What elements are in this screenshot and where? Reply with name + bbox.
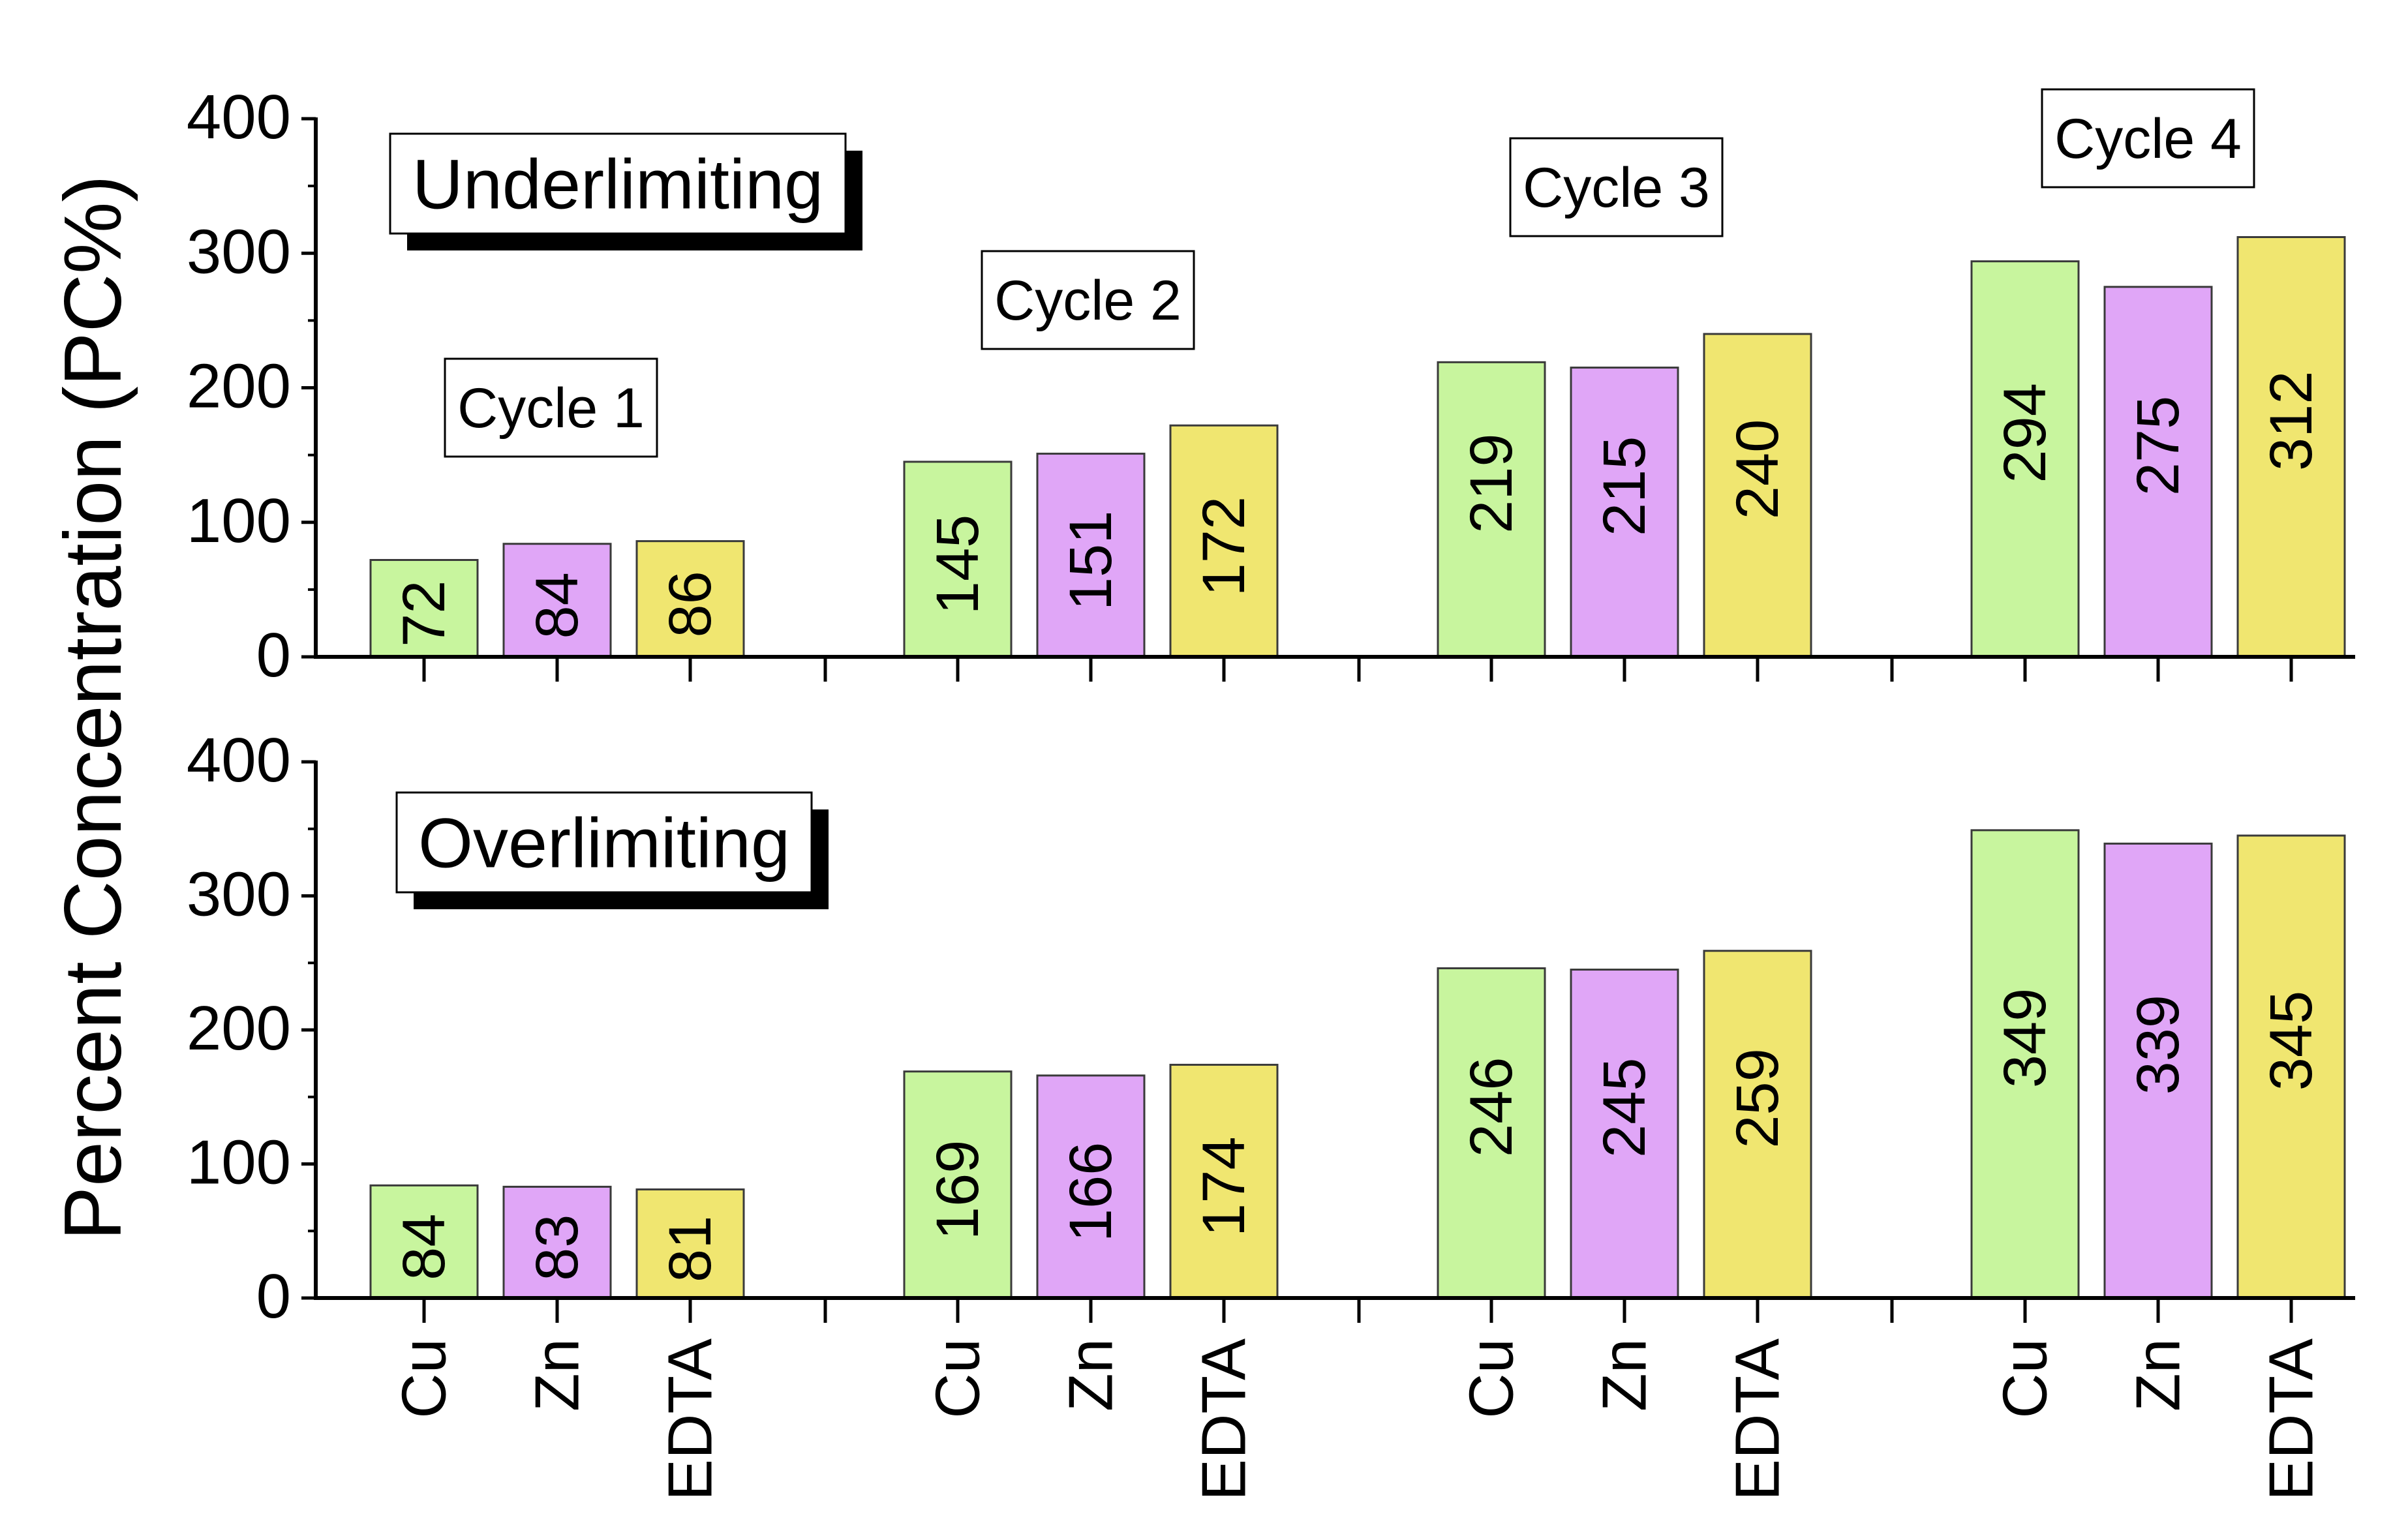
- bar-value-label: 240: [1724, 419, 1791, 520]
- bar-cu: [1437, 967, 1546, 1299]
- bar-zn: [1570, 367, 1679, 658]
- x-category-label: Zn: [1056, 1338, 1126, 1412]
- cycle-label-box: [981, 250, 1195, 350]
- bar-zn: [2103, 286, 2213, 658]
- cycle-label-box: [444, 357, 658, 458]
- y-tick-label: 200: [187, 993, 291, 1063]
- x-category-label: Cu: [1457, 1338, 1527, 1419]
- bar-value-label: 219: [1458, 433, 1525, 534]
- y-tick-label: 400: [187, 82, 291, 152]
- bar-edta: [1703, 950, 1812, 1299]
- x-category-label: Zn: [1590, 1338, 1660, 1412]
- x-category-label: Cu: [923, 1338, 993, 1419]
- bar-value-label: 349: [1992, 988, 2058, 1089]
- y-tick-label: 100: [187, 1128, 291, 1198]
- x-category-label: EDTA: [1723, 1338, 1793, 1501]
- bar-edta: [2236, 834, 2346, 1299]
- x-category-label: Zn: [2124, 1338, 2193, 1412]
- bar-value-label: 72: [391, 581, 457, 647]
- y-tick-label: 400: [187, 725, 291, 795]
- cycle-label: Cycle 2: [994, 269, 1181, 332]
- bar-value-label: 174: [1191, 1136, 1257, 1237]
- bar-value-label: 84: [391, 1214, 457, 1280]
- y-tick-label: 0: [256, 620, 291, 690]
- bar-value-label: 312: [2258, 371, 2324, 472]
- bar-edta: [2236, 236, 2346, 658]
- bar-value-label: 215: [1591, 436, 1658, 537]
- bar-value-label: 166: [1058, 1142, 1124, 1243]
- bar-zn: [1570, 969, 1679, 1299]
- bar-edta: [1169, 1063, 1279, 1299]
- bar-value-label: 86: [657, 571, 724, 637]
- bar-value-label: 81: [657, 1216, 724, 1282]
- bar-value-label: 172: [1191, 496, 1257, 597]
- bar-cu: [1970, 829, 2080, 1299]
- y-tick-label: 0: [256, 1261, 291, 1331]
- bar-value-label: 339: [2125, 995, 2191, 1095]
- bar-cu: [369, 559, 479, 658]
- y-axis-label: Percent Concentration (PC%): [48, 175, 138, 1240]
- bar-cu: [903, 1070, 1013, 1299]
- bar-value-label: 275: [2125, 396, 2191, 496]
- cycle-label: Cycle 3: [1523, 157, 1710, 219]
- bar-value-label: 246: [1458, 1057, 1525, 1157]
- panel-title-box: [395, 791, 813, 894]
- bar-value-label: 169: [924, 1140, 991, 1241]
- bar-zn: [1036, 1074, 1146, 1299]
- panel-underlimiting: 0 100 200 300 400 72 145 219 294 84 151 215 275 86 172…: [187, 82, 2355, 690]
- y-tick-label: 300: [187, 860, 291, 929]
- cycle-label: Cycle 4: [2054, 108, 2242, 170]
- x-category-label: EDTA: [1189, 1338, 1259, 1501]
- panel-title: Underlimiting: [412, 145, 823, 224]
- x-category-label: Cu: [1990, 1338, 2060, 1419]
- panel-overlimiting: 0 100 200 300 400 84 169 246 349 83 166 245 339 81 174…: [187, 725, 2355, 1501]
- cycle-label: Cycle 1: [457, 377, 645, 440]
- bar-edta: [635, 1188, 745, 1299]
- x-category-label: EDTA: [656, 1338, 725, 1501]
- bar-value-label: 145: [924, 515, 991, 615]
- bar-value-label: 245: [1591, 1058, 1658, 1158]
- cycle-label-box: [1509, 137, 1724, 237]
- bar-value-label: 83: [524, 1215, 590, 1281]
- bar-value-label: 345: [2258, 991, 2324, 1091]
- bar-value-label: 151: [1058, 511, 1124, 611]
- x-category-label: EDTA: [2257, 1338, 2326, 1501]
- bar-value-label: 294: [1992, 383, 2058, 483]
- y-tick-label: 200: [187, 352, 291, 421]
- x-category-label: Zn: [523, 1338, 592, 1412]
- bar-value-label: 84: [524, 572, 590, 639]
- bar-cu: [369, 1184, 479, 1299]
- panel-title: Overlimiting: [418, 804, 790, 883]
- bar-edta: [1169, 424, 1279, 658]
- bar-value-label: 259: [1724, 1048, 1791, 1149]
- bar-edta: [1703, 333, 1812, 658]
- y-tick-label: 300: [187, 217, 291, 286]
- y-tick-label: 100: [187, 486, 291, 556]
- cycle-label-box: [2041, 88, 2255, 189]
- panel-title-box: [389, 132, 847, 235]
- bar-zn: [502, 1185, 612, 1299]
- bar-edta: [635, 540, 745, 658]
- x-category-label: Cu: [389, 1338, 459, 1419]
- bar-zn: [1036, 453, 1146, 658]
